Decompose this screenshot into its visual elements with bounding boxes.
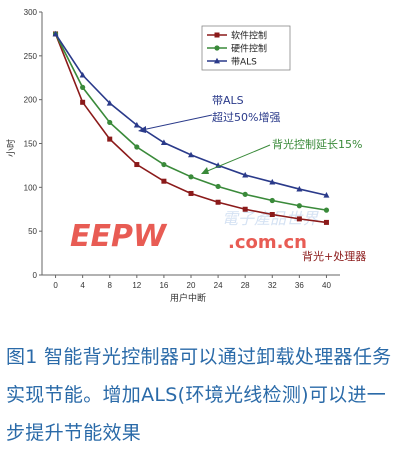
- y-tick-label: 50: [28, 227, 37, 236]
- data-point: [269, 212, 275, 218]
- annotation-als-sub: 超过50%增强: [212, 110, 280, 124]
- data-point: [296, 203, 302, 209]
- y-ticks: 0 50 100 150 200 250 300: [24, 8, 42, 280]
- legend-marker: [214, 32, 220, 38]
- x-ticks: 0 4 8 12 16 20 24 28 32 36 40: [53, 275, 331, 290]
- data-point: [161, 161, 167, 168]
- y-tick-label: 300: [24, 8, 38, 17]
- watermark-logo-letters: EEPW: [70, 219, 168, 254]
- y-tick-label: 200: [24, 96, 38, 105]
- data-point: [296, 216, 302, 222]
- figure-caption: 图1 智能背光控制器可以通过卸载处理器任务实现节能。增加ALS(环境光线检测)可…: [6, 346, 392, 444]
- data-point: [160, 139, 167, 146]
- data-point: [269, 178, 276, 185]
- x-tick-label: 28: [241, 281, 250, 290]
- data-point: [215, 199, 221, 205]
- data-point: [134, 144, 140, 150]
- x-tick-label: 12: [132, 281, 141, 290]
- watermark-url: .com.cn: [228, 232, 307, 253]
- legend-marker: [214, 45, 220, 51]
- series-layer: [52, 30, 330, 225]
- watermark-chinese: 電子產品世界: [222, 209, 319, 228]
- data-point: [106, 99, 113, 106]
- annotation-als-arrowhead: [138, 126, 146, 133]
- data-point: [161, 178, 167, 184]
- series-3: [52, 30, 330, 198]
- annotations: 带ALS 超过50%增强 背光控制延长15% 背光+处理器: [138, 94, 366, 263]
- data-point: [269, 197, 275, 204]
- x-tick-label: 0: [53, 281, 58, 290]
- legend-marker: [214, 57, 220, 64]
- data-point: [242, 206, 248, 212]
- data-point: [323, 219, 329, 225]
- data-point: [52, 30, 59, 37]
- y-tick-label: 100: [24, 183, 38, 192]
- data-point: [188, 151, 194, 158]
- annotation-cpu: 背光+处理器: [302, 249, 366, 263]
- data-point: [242, 171, 249, 178]
- data-point: [323, 207, 330, 213]
- x-tick-label: 20: [187, 281, 196, 290]
- data-point: [296, 185, 303, 192]
- y-axis-label: 小时: [5, 139, 17, 157]
- x-tick-label: 40: [322, 281, 331, 290]
- x-axis-label: 用户中断: [170, 292, 206, 304]
- y-tick-label: 250: [24, 52, 38, 61]
- y-tick-label: 150: [24, 140, 38, 149]
- annotation-backlight: 背光控制延长15%: [272, 137, 362, 151]
- x-tick-label: 36: [295, 281, 304, 290]
- legend-label: 软件控制: [231, 30, 267, 42]
- data-point: [188, 190, 194, 196]
- x-tick-label: 4: [80, 281, 85, 290]
- annotation-backlight-arrowhead: [201, 167, 209, 174]
- legend-label: 硬件控制: [231, 43, 267, 55]
- data-point: [188, 174, 194, 180]
- data-point: [79, 71, 86, 78]
- annotation-als-arrow: [141, 114, 213, 131]
- x-tick-label: 8: [108, 281, 113, 290]
- x-tick-label: 16: [159, 281, 168, 290]
- data-point: [80, 99, 86, 105]
- x-tick-label: 24: [214, 281, 223, 290]
- data-point: [215, 183, 221, 190]
- data-point: [80, 84, 86, 90]
- y-tick-label: 0: [33, 271, 38, 280]
- data-point: [323, 192, 330, 198]
- data-point: [107, 119, 113, 126]
- data-point: [133, 121, 140, 128]
- annotation-als-title: 带ALS: [212, 94, 244, 107]
- eepw-watermark: EEPW 電子產品世界 .com.cn: [70, 209, 319, 254]
- data-point: [107, 136, 113, 142]
- x-tick-label: 32: [268, 281, 277, 290]
- annotation-backlight-arrow: [204, 144, 271, 173]
- data-point: [134, 162, 140, 168]
- data-point: [242, 191, 248, 197]
- legend-label: 带ALS: [231, 57, 257, 68]
